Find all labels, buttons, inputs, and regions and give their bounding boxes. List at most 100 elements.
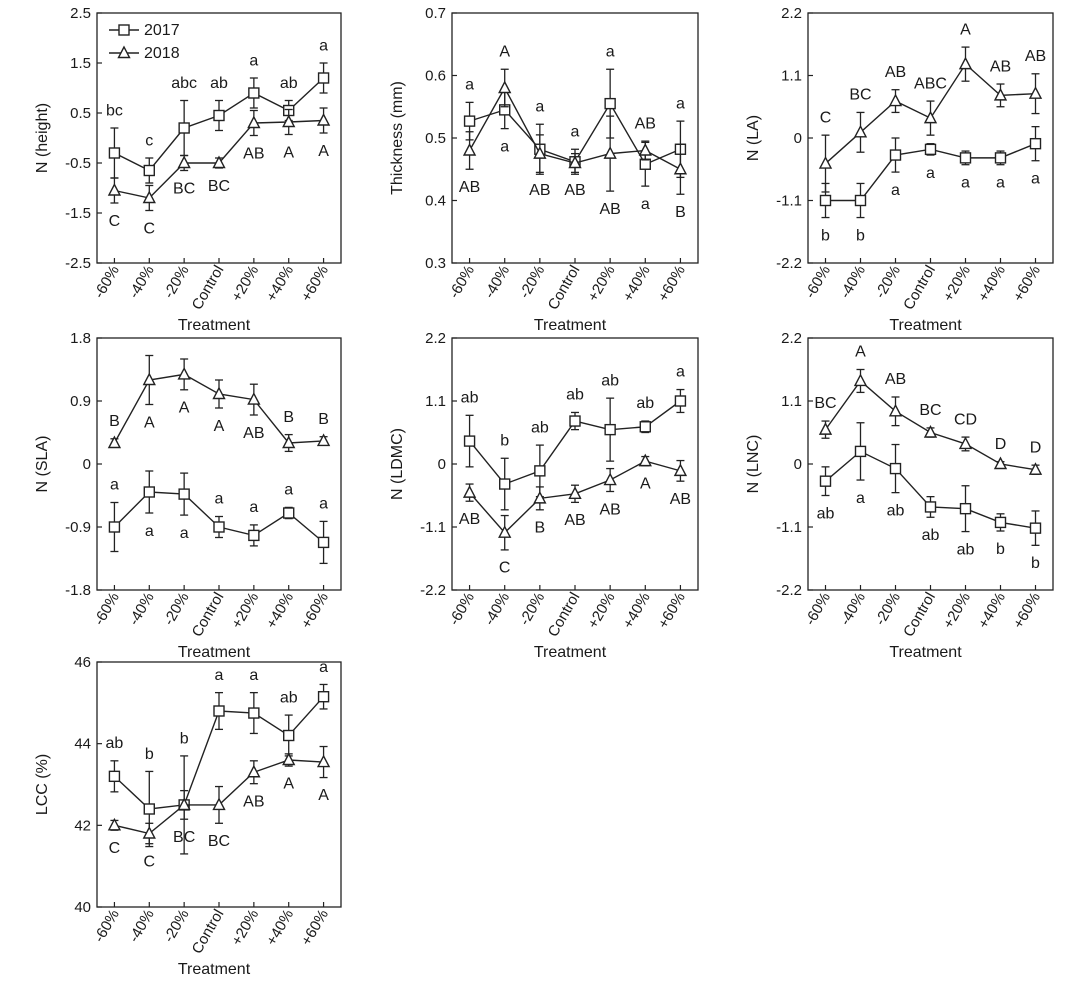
significance-letter: b — [1031, 555, 1040, 572]
x-tick-label: +60% — [298, 263, 332, 305]
x-tick-label: -40% — [837, 590, 869, 629]
x-tick-label: -60% — [802, 590, 834, 629]
data-point — [107, 435, 122, 449]
y-tick-label: 0.5 — [70, 105, 91, 122]
data-point — [923, 110, 938, 124]
significance-letter: a — [891, 182, 900, 199]
significance-letter: ab — [817, 505, 835, 522]
significance-letter: AB — [1025, 48, 1046, 65]
x-tick-label: Control — [545, 263, 584, 313]
data-point — [212, 797, 226, 811]
chart-panel-6: -2.2 -1.1 0 1.1 2.2 -60% -40% -20%Control +20% +4… — [745, 330, 1054, 661]
x-tick-label: +40% — [263, 907, 297, 949]
x-tick-label: +20% — [228, 263, 262, 305]
chart-panel-5: -2.2 -1.1 0 1.1 2.2 -60% -40% -20%Control +20% +4… — [389, 330, 699, 661]
x-tick-label: Control — [189, 907, 228, 957]
x-tick-label: +20% — [584, 590, 618, 632]
significance-letter: ab — [601, 372, 619, 389]
data-point — [499, 478, 511, 490]
significance-letter: a — [284, 482, 293, 499]
x-tick-label: -20% — [160, 263, 192, 302]
data-point — [317, 536, 330, 549]
y-tick-label: 1.1 — [781, 68, 802, 85]
x-tick-label: -60% — [91, 907, 123, 946]
data-point — [819, 475, 832, 487]
x-tick-label: Control — [900, 263, 939, 313]
data-point — [213, 109, 225, 122]
data-point — [534, 465, 546, 477]
significance-letter: C — [109, 213, 121, 230]
significance-letter: A — [283, 776, 294, 793]
y-tick-label: -2.5 — [65, 255, 91, 272]
data-point — [282, 752, 296, 766]
significance-letter: a — [215, 667, 224, 684]
y-axis-title: N (LDMC) — [389, 428, 406, 500]
significance-letter: b — [821, 227, 830, 244]
significance-letter: a — [249, 52, 258, 69]
significance-letter: B — [283, 409, 294, 426]
x-tick-label: +40% — [975, 263, 1009, 305]
x-tick-label: -20% — [872, 590, 904, 629]
data-point — [673, 161, 688, 175]
data-point — [1029, 522, 1042, 534]
data-point — [853, 124, 868, 138]
y-axis-title: N (height) — [34, 103, 51, 173]
significance-letter: ab — [922, 527, 940, 544]
y-tick-label: -2.2 — [420, 582, 446, 599]
data-point — [178, 488, 190, 500]
data-point — [177, 366, 191, 380]
significance-letter: C — [144, 853, 156, 870]
significance-letter: b — [856, 227, 865, 244]
significance-letter: ab — [280, 690, 298, 707]
significance-letter: a — [319, 37, 328, 54]
significance-letter: AB — [564, 512, 585, 529]
significance-letter: a — [676, 95, 685, 112]
series-2018: C C BC BC AB A A — [107, 745, 331, 870]
significance-letter: C — [144, 220, 156, 237]
significance-letter: BC — [173, 180, 195, 197]
x-tick-label: -20% — [516, 590, 548, 629]
x-tick-label: +20% — [228, 590, 262, 632]
data-point — [142, 825, 156, 839]
chart-panel-1: -2.5 -1.5 -0.5 0.5 1.5 2.5 -60% -40% -20%Control… — [34, 5, 342, 334]
significance-letter: ab — [210, 75, 228, 92]
significance-letter: bc — [106, 102, 123, 119]
data-point — [142, 190, 156, 204]
series-2018: C BC AB ABC A AB AB — [818, 21, 1046, 193]
data-point — [282, 114, 296, 128]
data-point — [213, 521, 225, 533]
significance-letter: A — [318, 143, 329, 160]
data-point — [958, 56, 973, 70]
data-point — [819, 194, 832, 207]
y-tick-label: 2.2 — [781, 330, 802, 347]
y-tick-label: 2.2 — [781, 5, 802, 22]
significance-letter: A — [179, 400, 190, 417]
significance-letter: AB — [599, 501, 620, 518]
chart-panel-2: 0.3 0.4 0.5 0.6 0.7 -60% -40% -20%Control +20% +4… — [389, 5, 699, 334]
data-point — [316, 433, 331, 447]
significance-letter: AB — [885, 371, 906, 388]
data-point — [498, 525, 512, 538]
y-tick-label: 44 — [74, 736, 91, 753]
data-point — [1028, 462, 1043, 475]
plot-frame — [96, 337, 342, 591]
data-point — [142, 372, 156, 386]
significance-letter: a — [961, 174, 970, 191]
significance-letter: ab — [280, 75, 298, 92]
significance-letter: AB — [529, 182, 550, 199]
plot-frame — [807, 12, 1054, 264]
x-tick-label: +40% — [620, 263, 654, 305]
data-point — [316, 112, 331, 126]
significance-letter: a — [606, 44, 615, 61]
data-point — [994, 152, 1007, 164]
y-tick-label: 0 — [438, 456, 446, 473]
y-tick-label: 0 — [794, 130, 802, 147]
y-tick-label: 1.5 — [70, 55, 91, 72]
data-point — [462, 142, 477, 156]
data-point — [247, 392, 261, 405]
data-point — [889, 462, 902, 475]
data-point — [1028, 86, 1043, 99]
data-point — [568, 155, 582, 169]
y-tick-label: -0.9 — [65, 519, 91, 536]
